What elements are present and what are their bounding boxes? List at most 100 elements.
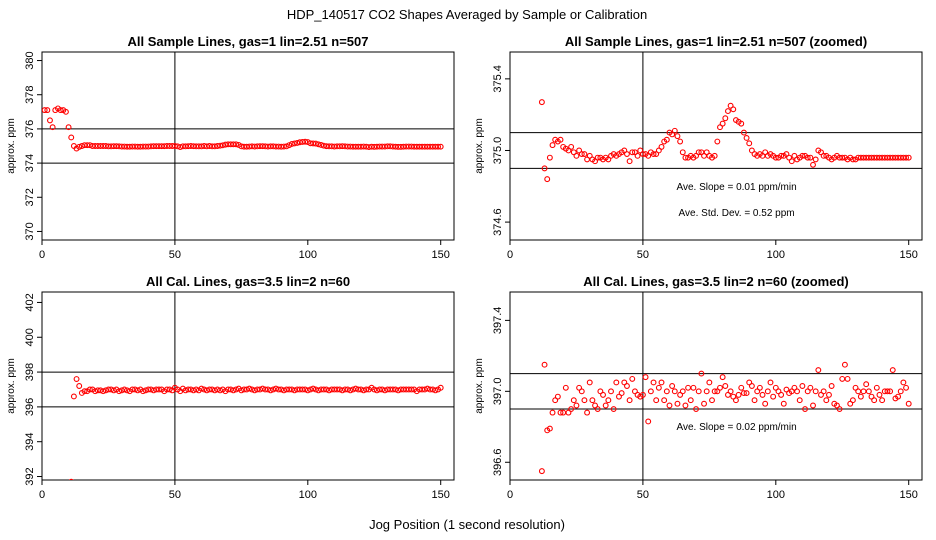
data-point (895, 393, 902, 400)
data-point (719, 374, 726, 381)
data-point (626, 397, 633, 404)
y-tick-label: 375.4 (492, 65, 504, 93)
data-point (764, 388, 771, 395)
data-point (746, 140, 753, 147)
y-axis-label: approx. ppm (6, 358, 17, 414)
data-point (105, 386, 112, 393)
y-tick-label: 397.0 (492, 378, 504, 406)
data-point (584, 409, 591, 416)
data-point (719, 120, 726, 127)
data-point (70, 393, 77, 400)
data-point (855, 388, 862, 395)
data-point (171, 143, 178, 149)
data-point (84, 142, 91, 149)
data-point (76, 143, 83, 150)
data-point (666, 402, 673, 409)
data-point (759, 391, 766, 398)
x-tick-label: 0 (39, 249, 45, 261)
data-point (546, 154, 553, 161)
panel-title: All Cal. Lines, gas=3.5 lin=2 n=60 (zoom… (583, 274, 849, 289)
data-point (594, 154, 601, 161)
data-point (690, 384, 697, 391)
data-point (581, 397, 588, 404)
data-point (743, 390, 750, 397)
y-tick-label: 396 (24, 398, 36, 416)
data-point (334, 386, 340, 393)
data-point (219, 142, 226, 149)
data-point (650, 379, 657, 386)
data-point (812, 156, 819, 163)
data-point (693, 406, 700, 413)
data-point (839, 154, 846, 161)
data-point (844, 375, 851, 382)
data-point (669, 383, 676, 389)
data-point (275, 386, 282, 393)
data-point (674, 133, 681, 140)
data-point (586, 379, 593, 386)
data-points (42, 105, 444, 152)
data-point (876, 391, 883, 398)
data-point (302, 138, 309, 145)
data-point (671, 127, 678, 134)
data-point (435, 143, 442, 150)
data-point (360, 143, 367, 150)
data-point (419, 386, 426, 393)
data-point (81, 388, 88, 395)
data-point (634, 152, 641, 159)
data-point (722, 115, 729, 122)
data-point (879, 397, 886, 404)
data-point (198, 385, 205, 392)
data-point (185, 386, 192, 393)
data-point (647, 388, 654, 395)
data-points (538, 99, 912, 183)
data-point (810, 161, 816, 168)
data-point (339, 387, 346, 394)
data-point (706, 379, 713, 386)
data-point (44, 107, 51, 114)
data-point (639, 391, 646, 398)
data-point (432, 387, 439, 394)
data-point (225, 386, 232, 393)
data-point (288, 140, 295, 147)
figure-title: HDP_140517 CO2 Shapes Averaged by Sample… (287, 7, 647, 22)
data-point (47, 117, 53, 124)
data-point (624, 383, 630, 389)
data-point (206, 386, 213, 393)
data-point (166, 386, 173, 393)
x-tick-label: 50 (169, 489, 181, 501)
data-point (655, 384, 662, 391)
data-point (796, 397, 803, 404)
data-point (905, 154, 912, 161)
y-tick-label: 380 (24, 51, 36, 69)
y-axis-label: approx. ppm (474, 118, 485, 174)
chart-panel-1: All Sample Lines, gas=1 lin=2.51 n=507 0 5… (6, 34, 455, 261)
data-point (294, 139, 301, 146)
data-point (68, 478, 74, 480)
data-point (62, 108, 69, 115)
y-tick-label: 376 (24, 120, 36, 138)
y-tick-label: 398 (24, 363, 36, 381)
data-point (903, 154, 910, 161)
data-point (826, 391, 832, 398)
x-tick-label: 150 (900, 489, 918, 501)
data-point (116, 388, 123, 395)
y-tick-label: 372 (24, 188, 36, 206)
data-point (903, 384, 910, 391)
data-point (618, 390, 625, 397)
data-point (727, 388, 734, 395)
data-point (315, 141, 322, 148)
data-point (310, 385, 317, 392)
panel-title: All Sample Lines, gas=1 lin=2.51 n=507 (… (565, 34, 867, 49)
data-point (810, 402, 816, 409)
data-point (315, 387, 322, 394)
data-point (193, 386, 200, 393)
x-tick-label: 100 (767, 489, 785, 501)
data-point (546, 425, 553, 432)
data-point (312, 140, 319, 147)
data-point (94, 387, 101, 394)
data-point (573, 152, 580, 159)
data-points (538, 361, 912, 475)
data-point (863, 381, 870, 388)
data-point (291, 387, 298, 394)
data-point (230, 141, 237, 148)
